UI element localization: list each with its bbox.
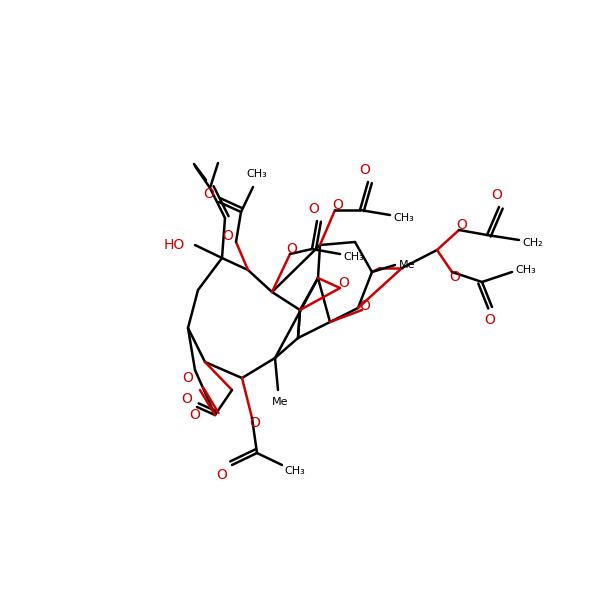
- Text: O: O: [332, 198, 343, 212]
- Text: Me: Me: [272, 397, 288, 407]
- Text: O: O: [287, 242, 298, 256]
- Text: O: O: [485, 313, 496, 327]
- Text: CH₃: CH₃: [284, 466, 305, 476]
- Text: O: O: [359, 299, 370, 313]
- Text: O: O: [457, 218, 467, 232]
- Text: O: O: [223, 229, 233, 243]
- Text: O: O: [217, 468, 227, 482]
- Text: O: O: [359, 163, 370, 177]
- Text: O: O: [190, 408, 200, 422]
- Text: CH₃: CH₃: [394, 213, 415, 223]
- Text: CH₂: CH₂: [523, 238, 544, 248]
- Text: O: O: [491, 188, 502, 202]
- Text: Me: Me: [399, 260, 415, 270]
- Text: O: O: [338, 276, 349, 290]
- Text: CH₃: CH₃: [247, 169, 268, 179]
- Text: O: O: [250, 416, 260, 430]
- Text: O: O: [182, 392, 193, 406]
- Text: CH₃: CH₃: [344, 252, 364, 262]
- Text: O: O: [203, 187, 214, 201]
- Text: CH₃: CH₃: [515, 265, 536, 275]
- Text: O: O: [449, 270, 460, 284]
- Text: O: O: [182, 371, 193, 385]
- Text: HO: HO: [164, 238, 185, 252]
- Text: O: O: [308, 202, 319, 216]
